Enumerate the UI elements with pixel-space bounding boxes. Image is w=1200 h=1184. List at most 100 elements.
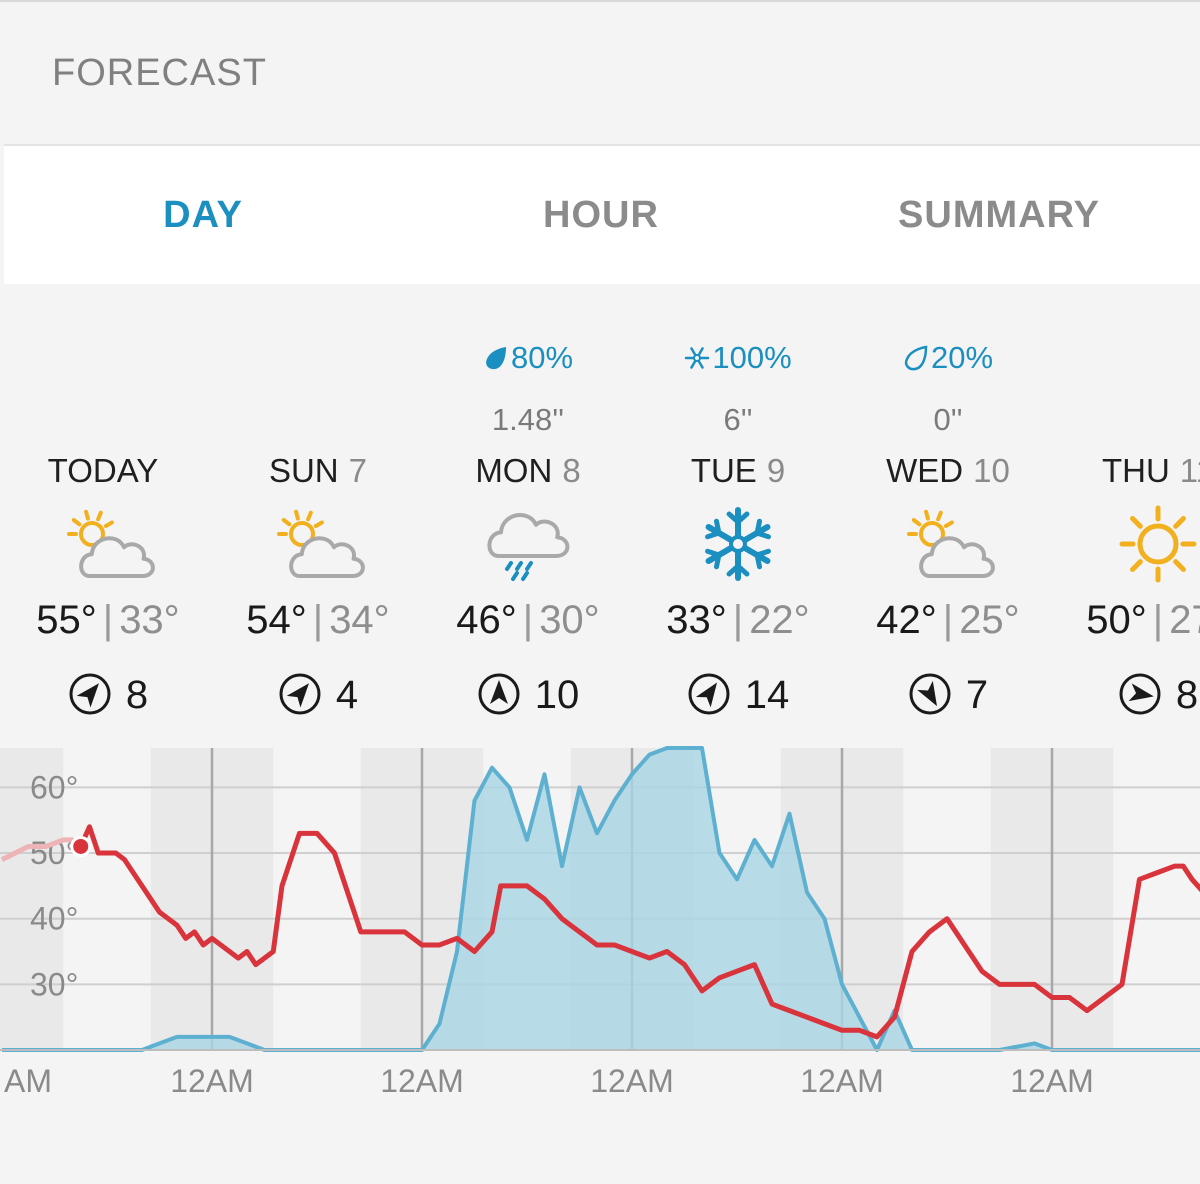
forecast-tabs: DAY HOUR SUMMARY — [4, 144, 1200, 284]
wind-info: 8 — [3, 672, 213, 718]
low-temp: 27° — [1169, 598, 1200, 642]
sun-icon — [1119, 505, 1197, 583]
precip-amount: 6'' — [723, 402, 753, 437]
wind-direction-icon — [688, 673, 730, 715]
temp-divider: | — [312, 598, 324, 642]
day-date: 11 — [1179, 452, 1200, 489]
partly-cloudy-icon — [67, 509, 155, 578]
partly-cloudy-icon — [277, 509, 365, 578]
high-temp: 55° — [36, 598, 97, 642]
night-band — [0, 748, 64, 1050]
snowflake-small-icon — [685, 347, 710, 369]
day-label: THU11 — [1053, 452, 1200, 490]
precip-chance: 100% — [633, 340, 843, 376]
temp-divider: | — [1152, 598, 1164, 642]
temp-divider: | — [942, 598, 954, 642]
high-temp: 42° — [876, 598, 937, 642]
day-name: MON — [475, 452, 553, 489]
x-tick-label: 12AM — [170, 1063, 254, 1099]
precip-amount: 1.48'' — [491, 402, 565, 437]
day-date: 10 — [973, 452, 1010, 489]
y-tick-label: 60° — [30, 769, 78, 805]
daily-forecast-strip: TODAY 55° | 33° 8 SUN 7 54° | 34° 4 80% 1.48'… — [0, 290, 1200, 740]
day-column-tue[interactable]: 100% 6'' TUE 9 33° | 22° 14 — [633, 290, 843, 730]
precip-amount: 0'' — [933, 402, 963, 437]
wind-info: 7 — [843, 672, 1053, 718]
wind-direction-icon — [69, 673, 111, 715]
low-temp: 34° — [329, 598, 390, 642]
day-date: 7 — [348, 452, 368, 489]
temperature-line — [78, 824, 1200, 1040]
rain-cloud-icon — [487, 513, 570, 581]
wind-direction-icon — [909, 673, 951, 715]
temperature-precip-chart: 30°40°50°60°AM 12AM 12AM 12AM 12AM 12AM — [0, 746, 1200, 1099]
wind-info: 10 — [423, 672, 633, 718]
low-temp: 25° — [959, 598, 1020, 642]
x-tick-label: 12AM — [1010, 1063, 1094, 1099]
x-tick-label: 12AM — [800, 1063, 884, 1099]
wind-speed: 7 — [965, 673, 989, 717]
precip-area — [2, 748, 1200, 1050]
temperature-range: 50°|27° — [1053, 598, 1200, 643]
section-title: FORECAST — [52, 52, 267, 94]
temperature-range: 42° | 25° — [843, 598, 1053, 643]
partly-cloudy-icon — [907, 509, 995, 578]
day-name: THU — [1101, 452, 1170, 489]
temp-divider: | — [732, 598, 744, 642]
temperature-range: 54° | 34° — [213, 598, 423, 643]
day-column-mon[interactable]: 80% 1.48'' MON 8 46° | 30° 10 — [423, 290, 633, 730]
day-label: MON 8 — [423, 452, 633, 490]
wind-direction-icon — [478, 673, 520, 715]
tab-day[interactable]: DAY — [163, 193, 243, 236]
precip-chance: 20% — [843, 340, 1053, 376]
high-temp: 50° — [1086, 598, 1147, 642]
wind-speed: 4 — [335, 673, 359, 717]
tab-hour[interactable]: HOUR — [543, 193, 659, 236]
temp-divider: | — [102, 598, 114, 642]
day-label: TUE 9 — [633, 452, 843, 490]
wind-speed: 8 — [1175, 673, 1199, 717]
temperature-range: 55° | 33° — [3, 598, 213, 643]
day-name: TUE — [690, 452, 757, 489]
x-tick-label: 12AM — [590, 1063, 674, 1099]
day-name: SUN — [268, 452, 339, 489]
precip-chance-value: 20% — [930, 340, 994, 375]
high-temp: 46° — [456, 598, 517, 642]
temperature-range: 33° | 22° — [633, 598, 843, 643]
wind-direction-icon — [279, 673, 321, 715]
high-temp: 54° — [246, 598, 307, 642]
day-name: WED — [886, 452, 964, 489]
low-temp: 33° — [119, 598, 180, 642]
rain-drop-icon — [486, 347, 506, 370]
wind-speed: 8 — [125, 673, 149, 717]
day-date: 9 — [766, 452, 786, 489]
day-column-wed[interactable]: 20% 0'' WED 10 42° | 25° 7 — [843, 290, 1053, 730]
low-temp: 22° — [749, 598, 810, 642]
day-label: TODAY — [3, 452, 213, 490]
temperature-range: 46° | 30° — [423, 598, 633, 643]
precip-chance-value: 100% — [712, 340, 792, 375]
low-temp: 30° — [539, 598, 600, 642]
day-column-sun[interactable]: SUN 7 54° | 34° 4 — [213, 290, 423, 730]
wind-info: 4 — [213, 672, 423, 718]
day-column-today[interactable]: TODAY 55° | 33° 8 — [3, 290, 213, 730]
day-column-thu[interactable]: THU11 50°|27° 8 — [1053, 290, 1200, 730]
wind-info: 8 — [1053, 672, 1200, 718]
day-date: 8 — [562, 452, 581, 489]
wind-direction-icon — [1119, 673, 1161, 715]
y-tick-label: 40° — [30, 901, 78, 937]
wind-speed: 10 — [534, 673, 580, 717]
day-label: SUN 7 — [213, 452, 423, 490]
day-name: TODAY — [47, 452, 159, 489]
wind-speed: 14 — [744, 673, 790, 717]
top-divider — [0, 0, 1200, 2]
precip-chance-value: 80% — [510, 340, 574, 375]
temp-divider: | — [522, 598, 534, 642]
day-label: WED 10 — [843, 452, 1053, 490]
tab-summary[interactable]: SUMMARY — [898, 193, 1100, 236]
wind-info: 14 — [633, 672, 843, 718]
x-tick-label: 12AM — [380, 1063, 464, 1099]
snowflake-icon — [705, 507, 771, 581]
precip-chance: 80% — [423, 340, 633, 376]
current-time-marker[interactable] — [70, 835, 92, 857]
